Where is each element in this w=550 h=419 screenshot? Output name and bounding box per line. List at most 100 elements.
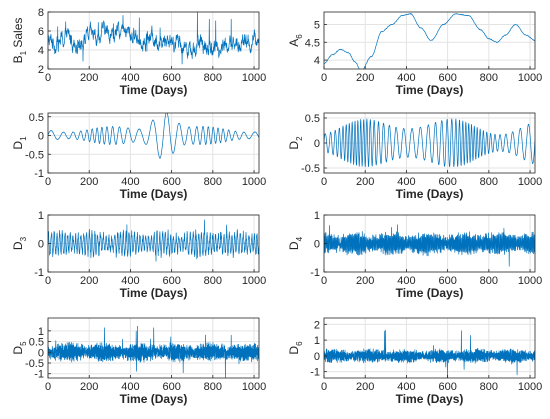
y-tick-label: 0.5 — [29, 337, 44, 349]
series-line — [324, 118, 535, 168]
plot-frame — [47, 317, 260, 379]
y-tick-label: 8 — [38, 7, 44, 19]
y-tick-label: -0.5 — [25, 149, 44, 161]
series-line — [48, 12, 259, 65]
x-tick-label: 200 — [80, 275, 98, 287]
x-tick-label: 200 — [356, 176, 374, 188]
y-axis-label: D2 — [287, 136, 304, 150]
y-tick-label: 0 — [314, 138, 320, 150]
x-tick-label: 800 — [204, 381, 222, 393]
y-axis-label: B1 Sales — [11, 18, 28, 64]
y-tick-label: 4.5 — [305, 37, 320, 49]
x-tick-label: 400 — [121, 176, 139, 188]
y-tick-label: 0.5 — [29, 112, 44, 124]
x-tick-label: 0 — [45, 381, 51, 393]
series-line — [48, 325, 259, 378]
x-axis-label: Time (Days) — [120, 187, 188, 201]
y-tick-label: 1 — [38, 326, 44, 338]
y-tick-label: 2 — [314, 319, 320, 331]
y-axis-label: D4 — [287, 236, 304, 250]
x-tick-label: 200 — [356, 275, 374, 287]
x-tick-label: 400 — [397, 381, 415, 393]
y-tick-label: -1 — [34, 369, 44, 381]
series-line — [324, 224, 535, 267]
x-tick-label: 800 — [480, 275, 498, 287]
y-tick-label: 0.5 — [305, 113, 320, 125]
y-tick-label: 0 — [314, 239, 320, 251]
x-axis-label: Time (Days) — [120, 286, 188, 300]
x-tick-label: 600 — [438, 381, 456, 393]
x-axis-label: Time (Days) — [396, 392, 464, 406]
x-tick-label: 800 — [480, 72, 498, 84]
x-tick-label: 400 — [397, 176, 415, 188]
y-tick-label: -1 — [310, 367, 320, 379]
x-tick-label: 600 — [162, 275, 180, 287]
subplot-3: 0 200 400 600 800 1000 -1 -0.5 0 0.5 Time (Days) D1 — [11, 112, 266, 201]
x-tick-label: 1000 — [518, 381, 542, 393]
x-tick-label: 0 — [321, 72, 327, 84]
x-tick-label: 400 — [397, 72, 415, 84]
plot-frame — [47, 112, 260, 174]
x-tick-label: 600 — [162, 72, 180, 84]
x-tick-label: 200 — [356, 72, 374, 84]
x-tick-label: 800 — [480, 176, 498, 188]
x-axis-label: Time (Days) — [120, 392, 188, 406]
x-tick-label: 0 — [321, 381, 327, 393]
x-tick-label: 800 — [204, 176, 222, 188]
series-line — [48, 219, 259, 262]
y-tick-label: -1 — [310, 267, 320, 279]
x-tick-label: 200 — [80, 381, 98, 393]
x-tick-label: 0 — [45, 72, 51, 84]
x-tick-label: 200 — [80, 72, 98, 84]
x-tick-label: 800 — [204, 275, 222, 287]
x-axis-label: Time (Days) — [120, 83, 188, 97]
y-tick-label: -0.5 — [25, 358, 44, 370]
y-tick-label: -1 — [34, 267, 44, 279]
x-tick-label: 200 — [80, 176, 98, 188]
y-tick-label: 0 — [38, 239, 44, 251]
x-tick-label: 800 — [204, 72, 222, 84]
y-tick-label: 0 — [314, 351, 320, 363]
x-axis-label: Time (Days) — [396, 83, 464, 97]
subplot-2: 0 200 400 600 800 1000 4 4.5 5 Time (Days) A6 — [287, 11, 542, 97]
x-tick-label: 600 — [162, 176, 180, 188]
y-tick-label: 1 — [38, 210, 44, 222]
x-axis-label: Time (Days) — [396, 187, 464, 201]
y-tick-label: 0 — [38, 131, 44, 143]
x-tick-label: 600 — [438, 72, 456, 84]
x-tick-label: 800 — [480, 381, 498, 393]
x-tick-label: 600 — [162, 381, 180, 393]
plot-frame — [323, 317, 536, 379]
subplot-1: 0 200 400 600 800 1000 2 4 6 8 Time (Days) B1 Sales — [11, 7, 266, 97]
y-tick-label: 4 — [314, 55, 320, 67]
plot-frame — [323, 11, 536, 70]
x-tick-label: 1000 — [242, 275, 266, 287]
y-tick-label: 1 — [314, 210, 320, 222]
x-tick-label: 600 — [438, 275, 456, 287]
y-axis-label: D5 — [11, 341, 28, 355]
y-tick-label: 4 — [38, 45, 44, 57]
y-tick-label: -0.5 — [301, 163, 320, 175]
x-tick-label: 400 — [397, 275, 415, 287]
x-tick-label: 1000 — [242, 176, 266, 188]
x-tick-label: 600 — [438, 176, 456, 188]
x-tick-label: 400 — [121, 381, 139, 393]
x-tick-label: 1000 — [518, 275, 542, 287]
y-tick-label: 2 — [38, 64, 44, 76]
series-line — [48, 113, 259, 159]
x-tick-label: 1000 — [518, 176, 542, 188]
plot-frame — [47, 11, 260, 70]
y-axis-label: D1 — [11, 136, 28, 150]
y-tick-label: 1 — [314, 335, 320, 347]
series-line — [324, 329, 535, 378]
x-tick-label: 400 — [121, 72, 139, 84]
x-tick-label: 1000 — [242, 381, 266, 393]
y-tick-label: 6 — [38, 26, 44, 38]
x-tick-label: 1000 — [518, 72, 542, 84]
